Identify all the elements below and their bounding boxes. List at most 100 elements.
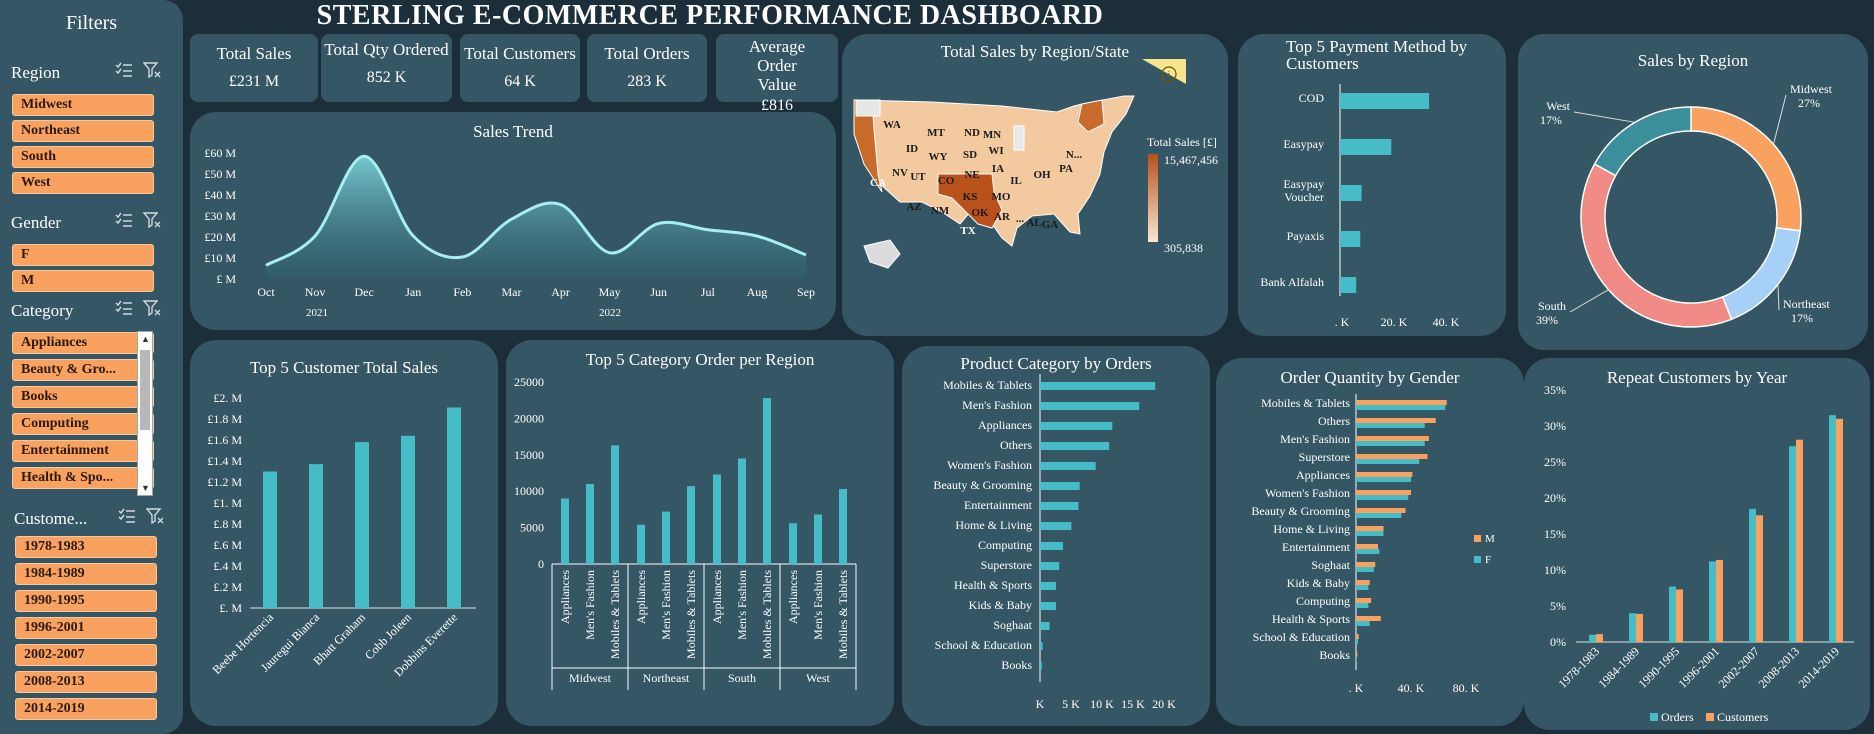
- slice-percent-label: 17%: [1540, 113, 1562, 127]
- kpi-value: 64 K: [504, 73, 536, 90]
- state-label: ND: [964, 127, 980, 139]
- category-scrollbar[interactable]: ▲ ▼: [137, 331, 153, 496]
- state-tx-shape: [937, 173, 1003, 229]
- sales-area: [266, 156, 806, 278]
- category-label: Entertainment: [964, 498, 1033, 512]
- category-filter-button[interactable]: Books: [12, 386, 154, 408]
- female-bar: [1356, 423, 1425, 428]
- gender-filter-button[interactable]: M: [12, 270, 154, 292]
- category-filter-button[interactable]: Computing: [12, 413, 154, 435]
- product-orders-chart: Mobiles & Tablets Men's Fashion Appliances…: [933, 374, 1176, 711]
- female-bar: [1356, 621, 1370, 626]
- category-label: Appliances: [978, 418, 1032, 432]
- multi-select-icon[interactable]: [115, 62, 133, 83]
- customers-bar: [1756, 515, 1763, 642]
- kpi-value: £816: [761, 97, 793, 114]
- female-bar: [1356, 567, 1374, 572]
- category-label: Superstore: [981, 558, 1032, 572]
- customer-year-filter-button[interactable]: 1984-1989: [15, 563, 157, 585]
- female-bar: [1356, 405, 1446, 410]
- category-filter-button[interactable]: Health & Spo...: [12, 467, 154, 489]
- category-filter-button[interactable]: Beauty & Gro...: [12, 359, 154, 381]
- female-bar: [1356, 585, 1369, 590]
- kpi-avg-order-value: Average Order Value £816: [716, 34, 838, 114]
- region-filter-button[interactable]: Northeast: [12, 120, 154, 142]
- gender-filter-button[interactable]: F: [12, 244, 154, 266]
- female-bar: [1356, 549, 1380, 554]
- y-tick-label: £10 M: [204, 251, 236, 265]
- x-tick-label: Men's Fashion: [583, 570, 597, 640]
- legend-max: 15,467,456: [1164, 153, 1218, 167]
- gender-slicer-label: Gender: [11, 212, 62, 232]
- customer-year-filter-button[interactable]: 2002-2007: [15, 644, 157, 666]
- customer-year-filter-button[interactable]: 1990-1995: [15, 590, 157, 612]
- x-tick-label: Aug: [747, 285, 768, 299]
- orders-bar: [1040, 522, 1072, 530]
- orders-bar: [1749, 508, 1756, 642]
- info-icon: [1161, 66, 1177, 82]
- customer-year-filter-button[interactable]: 1978-1983: [15, 536, 157, 558]
- y-tick-label: 15%: [1544, 527, 1566, 541]
- x-tick-label: Jul: [701, 285, 716, 299]
- male-bar: [1356, 436, 1429, 441]
- multi-select-icon[interactable]: [118, 508, 136, 529]
- category-filter-button[interactable]: Appliances: [12, 332, 154, 354]
- orders-bar: [1040, 622, 1050, 630]
- orders-bar: [1040, 582, 1056, 590]
- region-filter-button[interactable]: Midwest: [12, 94, 154, 116]
- male-bar: [1356, 598, 1372, 603]
- multi-select-icon[interactable]: [115, 212, 133, 233]
- map-panel: Total Sales by Region/State i WA MT ND MN ID W…: [842, 34, 1228, 336]
- y-tick-label: 10%: [1544, 563, 1566, 577]
- category-label: Mobiles & Tablets: [943, 378, 1032, 392]
- male-bar: [1356, 544, 1378, 549]
- clear-filter-icon[interactable]: [142, 212, 161, 233]
- category-label: Appliances: [1296, 468, 1350, 482]
- y-tick-label: £.6 M: [213, 538, 242, 552]
- x-tick-label: 20. K: [1381, 315, 1408, 329]
- x-tick-label: 80. K: [1453, 681, 1480, 695]
- legend-swatch-orders: [1650, 713, 1658, 721]
- category-label: COD: [1299, 91, 1325, 105]
- state-label: TX: [960, 225, 975, 237]
- state-label: AZ: [906, 201, 921, 213]
- category-label: Men's Fashion: [962, 398, 1032, 412]
- category-slicer-header: Category: [11, 300, 161, 321]
- male-bar: [1356, 472, 1413, 477]
- clear-filter-icon[interactable]: [145, 508, 164, 529]
- orders-bar: [1040, 442, 1110, 450]
- category-label: Payaxis: [1287, 229, 1325, 243]
- category-label: Entertainment: [1282, 540, 1351, 554]
- x-tick-label: Oct: [257, 285, 275, 299]
- kpi-value: £231 M: [228, 73, 280, 90]
- kpi-total-orders: Total Orders 283 K: [587, 34, 707, 102]
- clear-filter-icon[interactable]: [142, 62, 161, 83]
- state-label: MT: [927, 127, 945, 139]
- orders-bar: [1040, 462, 1096, 470]
- x-tick-label: Mobiles & Tablets: [760, 570, 774, 659]
- category-filter-button[interactable]: Entertainment: [12, 440, 154, 462]
- customer-year-filter-button[interactable]: 1996-2001: [15, 617, 157, 639]
- state-wa-shape: [855, 99, 881, 117]
- customers-bar: [1836, 418, 1843, 642]
- customer-year-filter-button[interactable]: 2014-2019: [15, 698, 157, 720]
- state-label: KS: [963, 191, 978, 203]
- x-tick-label: 40. K: [1433, 315, 1460, 329]
- leader-line: [1773, 94, 1787, 145]
- category-label: Others: [1000, 438, 1032, 452]
- legend-label: M: [1485, 533, 1495, 545]
- region-filter-button[interactable]: South: [12, 146, 154, 168]
- customer-year-filter-button[interactable]: 2008-2013: [15, 671, 157, 693]
- region-filter-button[interactable]: West: [12, 172, 154, 194]
- kpi-value: 283 K: [627, 73, 667, 90]
- male-bar: [1356, 634, 1359, 639]
- category-region-bar: [662, 511, 670, 564]
- x-tick-label: K: [1036, 697, 1045, 711]
- orders-bar: [1709, 561, 1716, 642]
- orders-bar: [1040, 422, 1113, 430]
- clear-filter-icon[interactable]: [142, 300, 161, 321]
- y-tick-label: 25000: [514, 375, 544, 389]
- category-region-panel: Top 5 Category Order per Region 25000 200…: [506, 340, 894, 726]
- multi-select-icon[interactable]: [115, 300, 133, 321]
- state-label: CO: [938, 175, 955, 187]
